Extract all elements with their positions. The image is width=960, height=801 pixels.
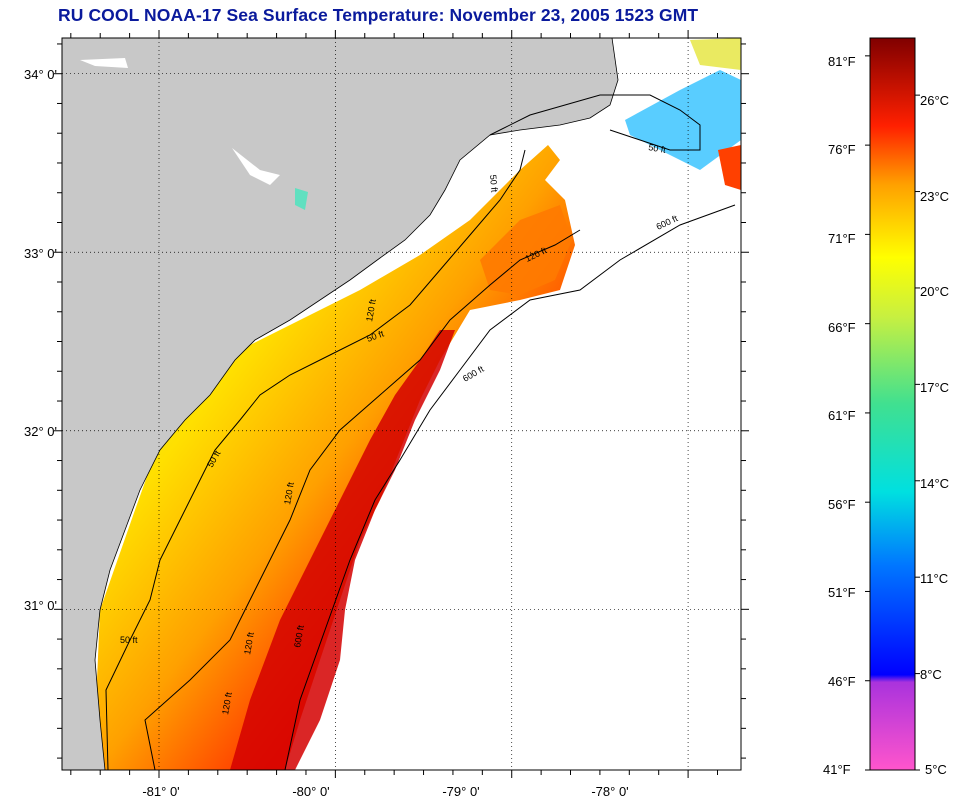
contour-label: 120 ft — [220, 691, 234, 715]
depth-contours — [105, 94, 736, 770]
colorbar-c-label: 17°C — [920, 380, 950, 395]
lon-label: -81° 0' — [142, 784, 179, 799]
contour-600ft — [284, 204, 736, 770]
sst-gulf-stream-band — [230, 330, 455, 770]
contour-label: 120 ft — [282, 481, 296, 505]
colorbar-f-label: 56°F — [828, 497, 856, 512]
colorbar-c-label: 11°C — [920, 571, 949, 586]
lat-label: 34° 0' — [24, 67, 57, 82]
colorbar-c-label: 8°C — [920, 667, 942, 682]
colorbar-f-label: 41°F — [823, 762, 851, 777]
colorbar-f-label: 81°F — [828, 54, 856, 69]
lon-label: -78° 0' — [591, 784, 628, 799]
lat-label: 33° 0' — [24, 246, 57, 261]
lat-label: 31° 0' — [24, 598, 57, 613]
inland-water — [232, 148, 280, 185]
contour-shelf-north — [489, 94, 701, 151]
land — [62, 38, 619, 770]
colorbar-c-label: 26°C — [920, 93, 950, 108]
lon-label: -80° 0' — [292, 784, 329, 799]
colorbar-f-label: 66°F — [828, 320, 856, 335]
axis-ticks — [54, 30, 749, 778]
lon-label: -79° 0' — [442, 784, 479, 799]
contour-50ft — [105, 149, 526, 770]
contour-label: 600 ft — [292, 624, 306, 648]
lat-label: 32° 0' — [24, 424, 57, 439]
colorbar-f-label: 51°F — [828, 585, 856, 600]
colorbar-f-label: 46°F — [828, 674, 856, 689]
map-border — [61, 37, 742, 771]
colorbar-f-label: 71°F — [828, 231, 856, 246]
sst-offshore-fragment — [480, 205, 572, 295]
contour-label: 50 ft — [120, 635, 138, 645]
map-title: RU COOL NOAA-17 Sea Surface Temperature:… — [58, 5, 699, 25]
colorbar-ticks — [865, 55, 920, 771]
sst-swath — [97, 145, 575, 770]
contour-label: 120 ft — [242, 631, 256, 655]
contour-label: 50 ft — [488, 174, 500, 193]
contour-label: 50 ft — [648, 142, 667, 155]
colorbar-c-label: 14°C — [920, 476, 950, 491]
colorbar-c-label: 23°C — [920, 189, 950, 204]
inland-water — [80, 58, 128, 68]
inland-water — [295, 188, 308, 210]
colorbar-c-label: 20°C — [920, 284, 950, 299]
colorbar — [869, 37, 916, 771]
contour-120ft — [144, 229, 581, 770]
colorbar-f-label: 76°F — [828, 142, 856, 157]
sst-ne-yellow-patch — [690, 38, 741, 70]
colorbar-f-label: 61°F — [828, 408, 856, 423]
contour-label: 120 ft — [364, 298, 378, 322]
sst-ne-warm-patch — [718, 145, 741, 190]
colorbar-c-label: 5°C — [925, 762, 947, 777]
